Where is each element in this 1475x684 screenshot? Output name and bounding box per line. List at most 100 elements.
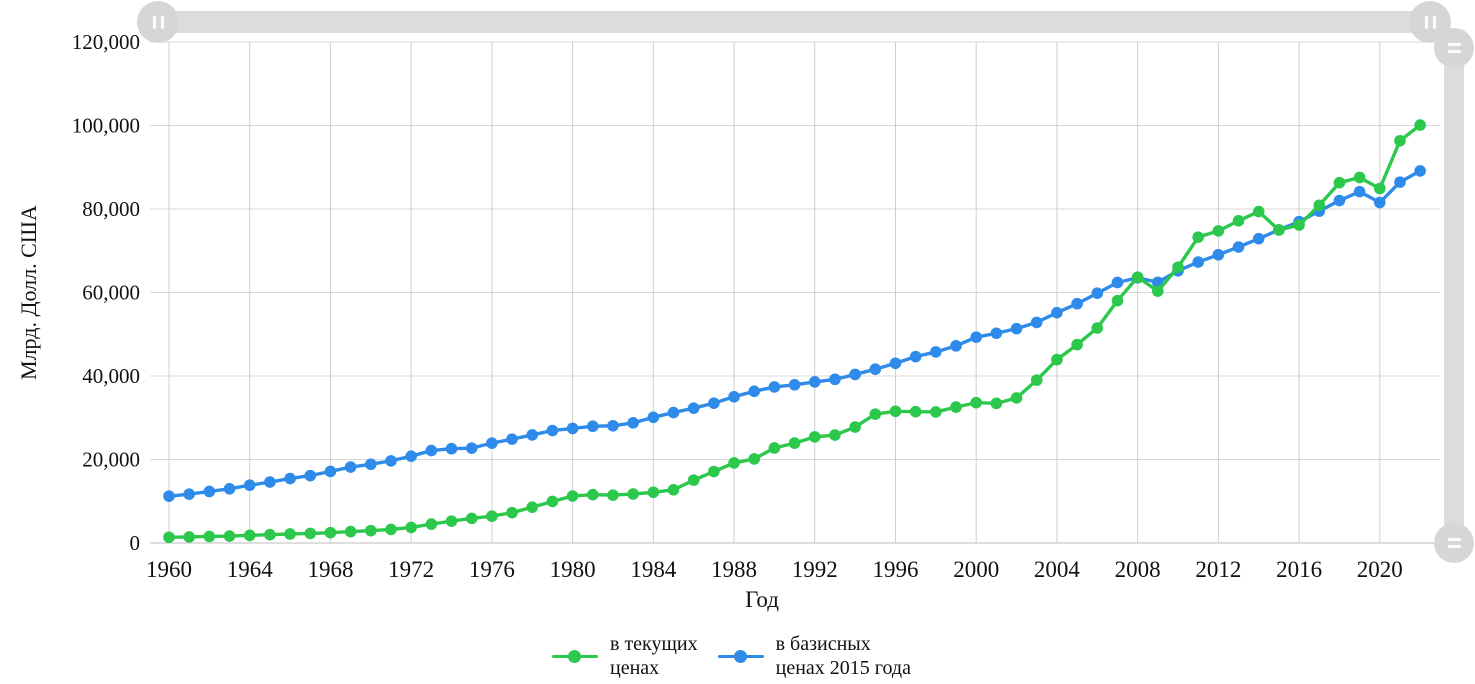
data-point-current-prices[interactable] — [788, 437, 801, 449]
data-point-current-prices[interactable] — [324, 526, 337, 539]
scrollbar-grip-bottom[interactable] — [1434, 523, 1474, 563]
data-point-constant-2015-prices[interactable] — [1030, 316, 1043, 329]
data-point-constant-2015-prices[interactable] — [748, 385, 761, 398]
data-point-constant-2015-prices[interactable] — [526, 429, 539, 441]
data-point-current-prices[interactable] — [627, 488, 639, 500]
data-point-constant-2015-prices[interactable] — [687, 402, 700, 414]
data-point-current-prices[interactable] — [728, 457, 740, 469]
data-point-constant-2015-prices[interactable] — [647, 411, 660, 424]
data-point-current-prices[interactable] — [546, 495, 559, 508]
scrollbar-grip-top[interactable] — [1434, 28, 1474, 68]
data-point-current-prices[interactable] — [203, 530, 216, 543]
data-point-constant-2015-prices[interactable] — [566, 422, 579, 435]
legend-item-current-prices[interactable]: в текущих ценах — [552, 632, 698, 680]
data-point-constant-2015-prices[interactable] — [788, 378, 801, 391]
data-point-constant-2015-prices[interactable] — [1353, 185, 1366, 198]
data-point-constant-2015-prices[interactable] — [586, 420, 599, 433]
data-point-constant-2015-prices[interactable] — [950, 340, 962, 352]
data-point-current-prices[interactable] — [1212, 225, 1225, 237]
data-point-current-prices[interactable] — [223, 530, 236, 542]
data-point-current-prices[interactable] — [889, 405, 902, 418]
data-point-constant-2015-prices[interactable] — [768, 381, 781, 393]
data-point-constant-2015-prices[interactable] — [667, 406, 680, 419]
data-point-current-prices[interactable] — [1010, 392, 1023, 404]
data-point-constant-2015-prices[interactable] — [889, 357, 902, 370]
data-point-current-prices[interactable] — [1414, 119, 1426, 131]
data-point-constant-2015-prices[interactable] — [385, 455, 397, 467]
data-point-constant-2015-prices[interactable] — [930, 346, 942, 358]
data-point-current-prices[interactable] — [1232, 214, 1245, 227]
data-point-current-prices[interactable] — [1051, 353, 1063, 366]
data-point-current-prices[interactable] — [566, 490, 579, 502]
data-point-current-prices[interactable] — [1192, 231, 1204, 243]
data-point-current-prices[interactable] — [586, 488, 599, 501]
data-point-constant-2015-prices[interactable] — [829, 373, 841, 386]
data-point-constant-2015-prices[interactable] — [183, 488, 195, 500]
data-point-constant-2015-prices[interactable] — [405, 450, 417, 463]
data-point-current-prices[interactable] — [425, 518, 438, 530]
data-point-constant-2015-prices[interactable] — [1192, 256, 1204, 268]
data-point-current-prices[interactable] — [829, 429, 841, 441]
data-point-current-prices[interactable] — [708, 465, 720, 478]
data-point-current-prices[interactable] — [1333, 176, 1346, 189]
data-point-constant-2015-prices[interactable] — [1414, 165, 1426, 177]
data-point-constant-2015-prices[interactable] — [627, 417, 639, 429]
data-point-constant-2015-prices[interactable] — [344, 461, 357, 473]
data-point-current-prices[interactable] — [1131, 271, 1144, 283]
data-point-constant-2015-prices[interactable] — [1071, 297, 1083, 310]
data-point-current-prices[interactable] — [465, 512, 478, 525]
data-point-current-prices[interactable] — [930, 406, 942, 418]
data-point-constant-2015-prices[interactable] — [708, 397, 720, 409]
data-point-current-prices[interactable] — [849, 421, 861, 433]
data-point-constant-2015-prices[interactable] — [970, 331, 982, 343]
data-point-constant-2015-prices[interactable] — [1232, 241, 1245, 253]
data-point-current-prices[interactable] — [243, 529, 256, 542]
data-point-constant-2015-prices[interactable] — [1252, 232, 1265, 245]
vertical-zoom-scrollbar[interactable] — [1434, 28, 1474, 563]
data-point-current-prices[interactable] — [970, 396, 982, 409]
data-point-constant-2015-prices[interactable] — [203, 485, 216, 498]
data-point-constant-2015-prices[interactable] — [324, 465, 337, 478]
data-point-current-prices[interactable] — [526, 501, 539, 513]
data-point-current-prices[interactable] — [344, 525, 357, 538]
data-point-current-prices[interactable] — [687, 474, 700, 486]
data-point-current-prices[interactable] — [1252, 205, 1265, 218]
data-point-current-prices[interactable] — [1313, 199, 1326, 212]
data-point-constant-2015-prices[interactable] — [223, 483, 236, 495]
data-point-constant-2015-prices[interactable] — [546, 424, 559, 437]
data-point-current-prices[interactable] — [607, 489, 619, 501]
data-point-current-prices[interactable] — [405, 521, 417, 534]
data-point-current-prices[interactable] — [486, 510, 498, 522]
data-point-constant-2015-prices[interactable] — [849, 368, 861, 381]
data-point-current-prices[interactable] — [385, 523, 397, 536]
data-point-constant-2015-prices[interactable] — [1091, 287, 1104, 300]
data-point-current-prices[interactable] — [365, 524, 377, 537]
data-point-constant-2015-prices[interactable] — [304, 469, 317, 482]
data-point-current-prices[interactable] — [284, 528, 296, 540]
data-point-constant-2015-prices[interactable] — [1111, 276, 1124, 289]
data-point-current-prices[interactable] — [1353, 171, 1366, 184]
data-point-constant-2015-prices[interactable] — [990, 327, 1003, 340]
legend-item-constant-2015-prices[interactable]: в базисных ценах 2015 года — [717, 632, 911, 680]
data-point-current-prices[interactable] — [1293, 219, 1305, 231]
data-point-current-prices[interactable] — [808, 431, 821, 443]
data-point-current-prices[interactable] — [304, 527, 317, 540]
data-point-current-prices[interactable] — [667, 484, 680, 496]
data-point-current-prices[interactable] — [768, 442, 781, 454]
data-point-current-prices[interactable] — [506, 506, 518, 519]
data-point-current-prices[interactable] — [1071, 338, 1083, 351]
data-point-constant-2015-prices[interactable] — [1010, 322, 1023, 335]
data-point-current-prices[interactable] — [1273, 224, 1285, 236]
data-point-current-prices[interactable] — [264, 528, 276, 541]
data-point-constant-2015-prices[interactable] — [1051, 306, 1063, 319]
data-point-constant-2015-prices[interactable] — [163, 490, 175, 502]
data-point-current-prices[interactable] — [990, 397, 1003, 410]
data-point-current-prices[interactable] — [1374, 182, 1386, 195]
data-point-constant-2015-prices[interactable] — [486, 437, 498, 449]
data-point-constant-2015-prices[interactable] — [506, 433, 518, 445]
data-point-constant-2015-prices[interactable] — [465, 442, 478, 454]
scrollbar-grip-left[interactable] — [137, 1, 179, 43]
data-point-constant-2015-prices[interactable] — [1333, 194, 1346, 207]
data-point-current-prices[interactable] — [1030, 374, 1043, 386]
data-point-current-prices[interactable] — [1091, 322, 1104, 334]
